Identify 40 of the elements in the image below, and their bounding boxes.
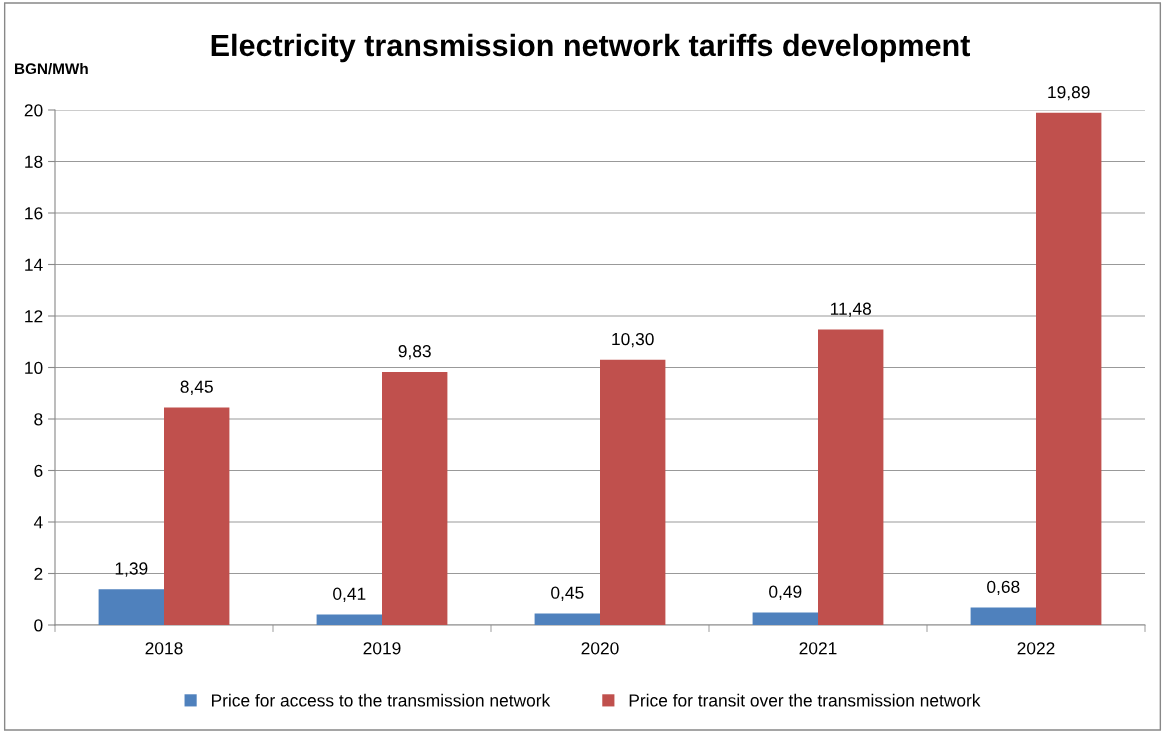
data-label: 0,49 bbox=[769, 585, 802, 600]
data-label: 0,45 bbox=[551, 586, 584, 601]
data-label: 0,68 bbox=[987, 580, 1020, 595]
y-tick-label: 0 bbox=[34, 619, 43, 632]
y-tick-label: 8 bbox=[34, 413, 43, 426]
y-tick-label: 10 bbox=[25, 361, 43, 374]
bar bbox=[1036, 112, 1102, 625]
y-tick-label: 2 bbox=[34, 567, 43, 580]
bar bbox=[534, 613, 600, 625]
x-tick-label: 2020 bbox=[581, 642, 619, 655]
y-tick-label: 12 bbox=[25, 310, 43, 323]
data-label: 19,89 bbox=[1048, 86, 1090, 101]
data-label: 10,30 bbox=[612, 332, 654, 348]
bar bbox=[818, 329, 884, 625]
chart-title: Electricity transmission network tariffs development bbox=[211, 33, 971, 63]
x-tick-label: 2019 bbox=[363, 642, 401, 655]
bar bbox=[98, 589, 164, 625]
legend-label: Price for transit over the transmission network bbox=[629, 693, 981, 707]
legend-label: Price for access to the transmission network bbox=[212, 693, 551, 707]
data-label: 11,48 bbox=[830, 302, 872, 317]
bar bbox=[316, 614, 382, 625]
data-label: 9,83 bbox=[398, 345, 431, 360]
y-tick-label: 16 bbox=[25, 207, 43, 220]
data-label: 1,39 bbox=[115, 562, 148, 577]
x-tick-label: 2022 bbox=[1017, 642, 1055, 655]
y-tick-label: 14 bbox=[25, 258, 43, 271]
data-label: 8,45 bbox=[180, 380, 213, 395]
x-tick-label: 2021 bbox=[799, 642, 837, 655]
bar bbox=[382, 371, 448, 625]
bar bbox=[164, 407, 230, 625]
y-tick-label: 18 bbox=[25, 155, 43, 168]
data-label: 0,41 bbox=[333, 587, 366, 602]
y-tick-label: 20 bbox=[24, 104, 43, 117]
y-tick-label: 4 bbox=[33, 516, 43, 529]
bar bbox=[600, 359, 666, 625]
x-tick-label: 2018 bbox=[145, 642, 183, 655]
y-axis-title: BGN/MWh bbox=[15, 62, 88, 75]
bar bbox=[970, 607, 1036, 625]
bar bbox=[752, 612, 818, 625]
y-tick-label: 6 bbox=[34, 464, 43, 477]
